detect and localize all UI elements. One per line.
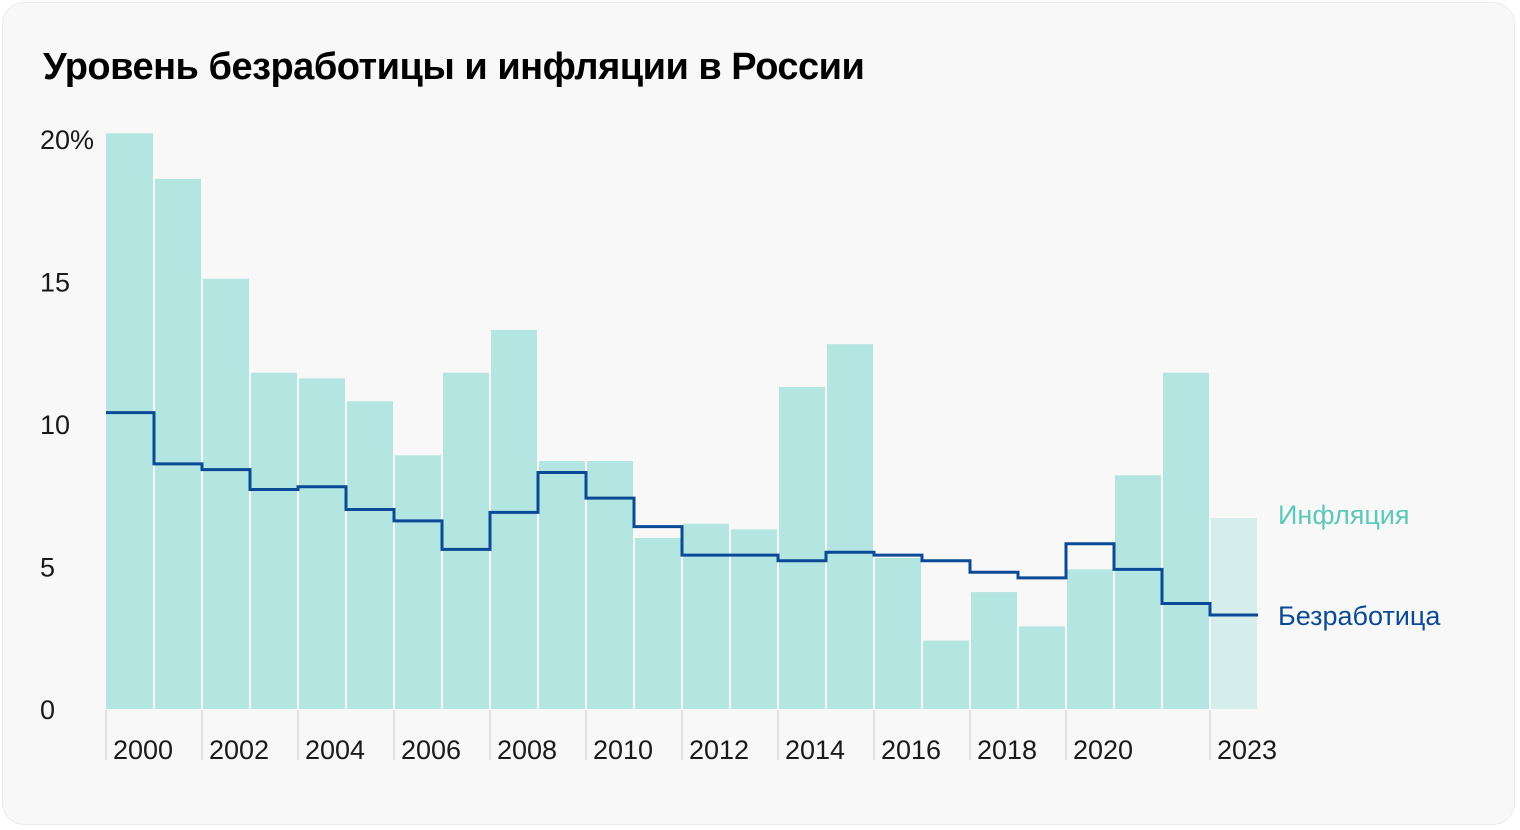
inflation-bar-2003 [251, 372, 297, 709]
inflation-bar-2010 [587, 461, 633, 709]
inflation-bar-2017 [923, 640, 969, 709]
unemployment-line [106, 411, 1258, 617]
x-tick-label: 2012 [689, 735, 749, 765]
inflation-bar-2004 [299, 378, 345, 709]
inflation-bar-2018 [971, 592, 1017, 709]
y-tick-label: 5 [40, 553, 55, 583]
x-tick-label: 2000 [113, 735, 173, 765]
y-tick-label: 0 [40, 695, 55, 725]
x-tick-label: 2006 [401, 735, 461, 765]
inflation-bar-2019 [1019, 626, 1065, 709]
chart-title: Уровень безработицы и инфляции в России [43, 46, 865, 88]
legend-unemployment: Безработица [1278, 601, 1441, 631]
x-tick-label: 2002 [209, 735, 269, 765]
legend-inflation: Инфляция [1278, 500, 1409, 530]
inflation-bar-2006 [395, 455, 441, 709]
x-tick-label: 2023 [1217, 735, 1277, 765]
x-tick-label: 2016 [881, 735, 941, 765]
inflation-bar-2001 [155, 178, 201, 709]
inflation-bar-2007 [443, 372, 489, 709]
inflation-bar-2016 [875, 557, 921, 709]
x-tick-label: 2020 [1073, 735, 1133, 765]
x-tick-label: 2018 [977, 735, 1037, 765]
y-tick-label: 10 [40, 410, 70, 440]
x-tick-label: 2014 [785, 735, 845, 765]
inflation-bars [106, 133, 1257, 710]
inflation-bar-2022 [1163, 372, 1209, 709]
y-tick-label: 20% [40, 125, 94, 155]
inflation-bar-2011 [635, 538, 681, 709]
inflation-bar-2009 [539, 461, 585, 709]
inflation-bar-2015 [827, 344, 873, 709]
inflation-bar-2008 [491, 329, 537, 709]
inflation-bar-2013 [731, 529, 777, 709]
inflation-bar-2014 [779, 386, 825, 709]
inflation-bar-2012 [683, 523, 729, 709]
inflation-bar-2002 [203, 278, 249, 709]
x-tick-label: 2008 [497, 735, 557, 765]
y-axis: 20% 15 10 5 0 [40, 125, 94, 725]
inflation-bar-2005 [347, 401, 393, 709]
x-tick-label: 2004 [305, 735, 365, 765]
y-tick-label: 15 [40, 268, 70, 298]
inflation-bar-2000 [106, 133, 153, 710]
x-tick-label: 2010 [593, 735, 653, 765]
x-axis: 2000 2002 2004 2006 2008 2010 2012 2014 2016 2018… [105, 710, 1277, 765]
inflation-bar-2020 [1067, 569, 1113, 709]
inflation-bar-2021 [1115, 475, 1161, 709]
